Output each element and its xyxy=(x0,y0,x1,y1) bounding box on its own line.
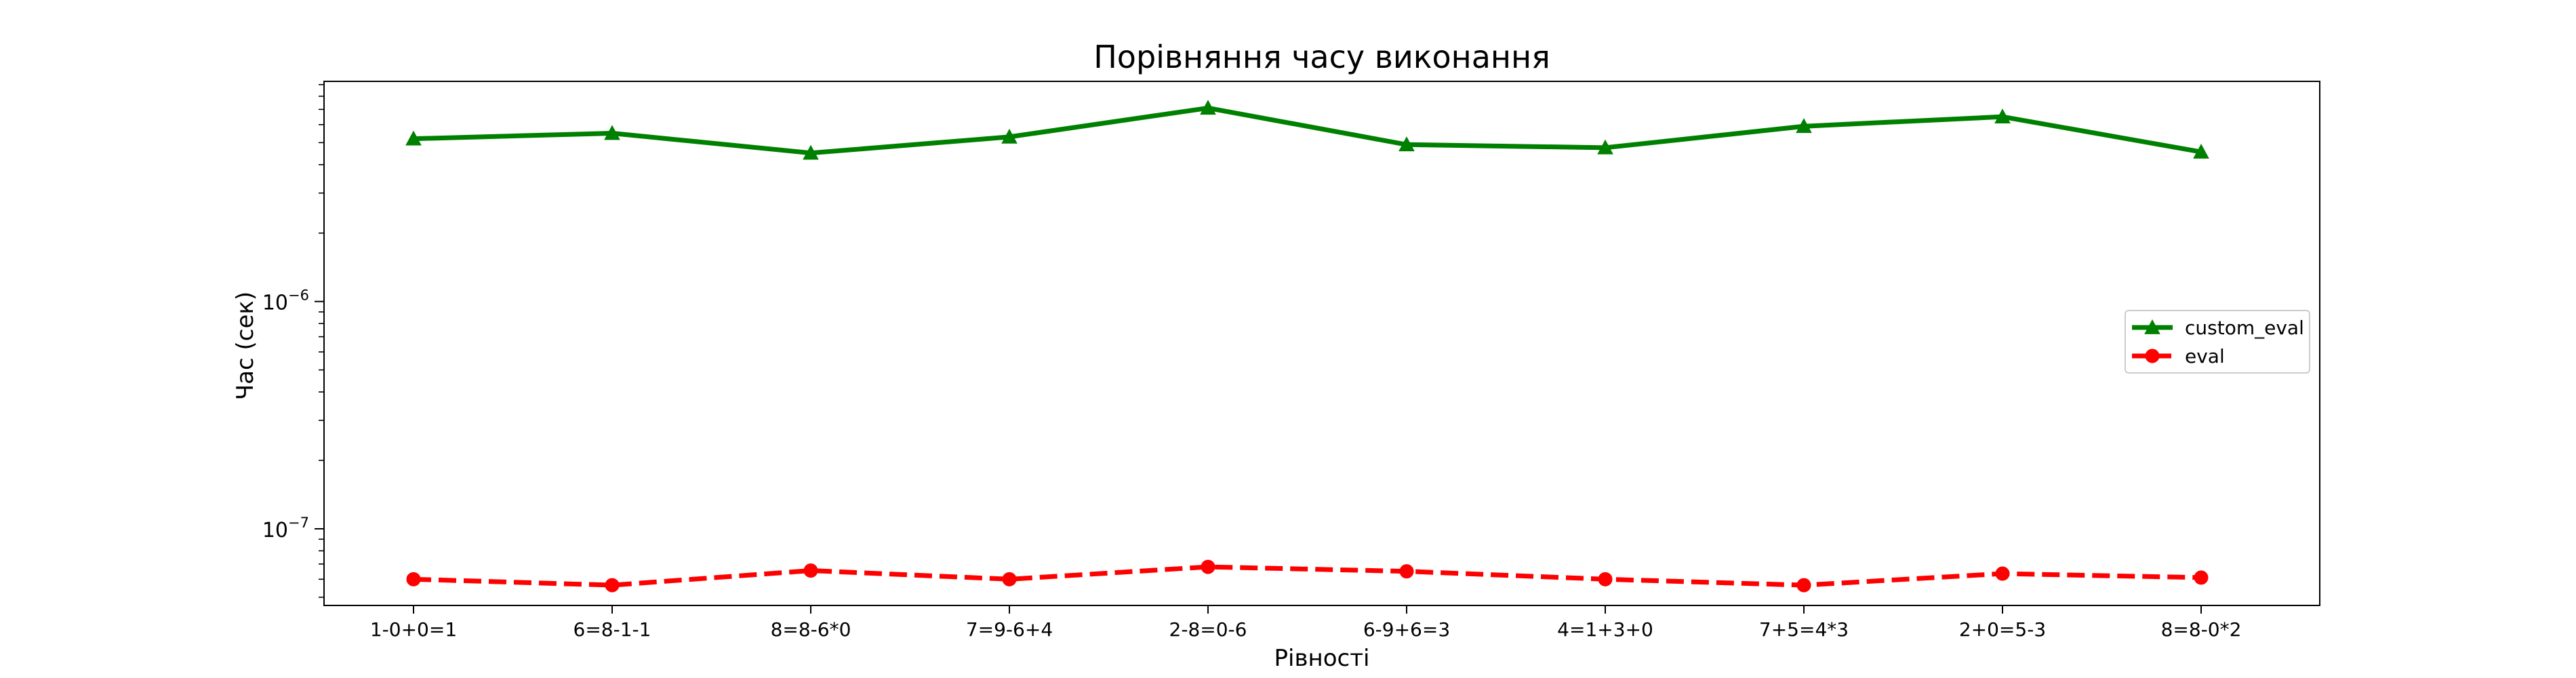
y-axis-label: Час (сек) xyxy=(232,292,259,400)
data-point-eval xyxy=(803,563,818,578)
legend-label-custom_eval: custom_eval xyxy=(2185,317,2304,339)
legend-marker-custom_eval xyxy=(2144,319,2160,334)
x-axis-label: Рівності xyxy=(1274,645,1370,672)
data-point-custom_eval xyxy=(2193,144,2209,159)
x-tick-label: 8=8-0*2 xyxy=(2161,618,2242,641)
data-point-eval xyxy=(2194,570,2209,585)
x-tick-label: 1-0+0=1 xyxy=(370,618,457,641)
data-point-eval xyxy=(1796,578,1811,593)
x-tick-label: 6-9+6=3 xyxy=(1363,618,1450,641)
y-tick-label: 10−7 xyxy=(262,515,309,542)
x-tick-label: 7=9-6+4 xyxy=(966,618,1053,641)
data-point-custom_eval xyxy=(604,125,620,140)
data-point-eval xyxy=(1399,564,1414,579)
x-tick-label: 8=8-6*0 xyxy=(771,618,851,641)
data-point-custom_eval xyxy=(1597,139,1613,155)
x-tick-label: 7+5=4*3 xyxy=(1759,618,1849,641)
x-tick-label: 2+0=5-3 xyxy=(1959,618,2046,641)
data-point-custom_eval xyxy=(1200,100,1216,115)
data-point-custom_eval xyxy=(1796,118,1812,134)
series-line-custom_eval xyxy=(413,105,2202,156)
data-point-eval xyxy=(1002,572,1017,586)
data-point-eval xyxy=(1995,566,2010,581)
series-line-eval xyxy=(413,564,2202,588)
y-tick-label: 10−6 xyxy=(262,287,309,315)
data-point-eval xyxy=(406,572,421,586)
plot-frame xyxy=(323,81,2320,606)
data-point-eval xyxy=(1201,559,1215,574)
legend-label-eval: eval xyxy=(2185,345,2225,367)
chart-title: Порівняння часу виконання xyxy=(1093,39,1550,75)
data-point-custom_eval xyxy=(1994,108,2011,124)
data-point-eval xyxy=(1598,572,1613,586)
x-tick-label: 2-8=0-6 xyxy=(1169,618,1247,641)
plot-area: 10−7 10−6 1-0+0=1 6=8-1-1 8=8-6*0 7=9-6+4 2-8=… xyxy=(262,81,2320,641)
data-point-custom_eval xyxy=(1398,136,1415,152)
x-tick-label: 4=1+3+0 xyxy=(1557,618,1653,641)
y-minor-ticks xyxy=(319,83,324,598)
legend-marker-eval xyxy=(2145,348,2160,363)
data-point-eval xyxy=(605,578,620,593)
x-tick-label: 6=8-1-1 xyxy=(573,618,651,641)
data-point-custom_eval xyxy=(803,144,819,160)
data-point-custom_eval xyxy=(1001,128,1018,144)
data-point-custom_eval xyxy=(405,130,422,146)
